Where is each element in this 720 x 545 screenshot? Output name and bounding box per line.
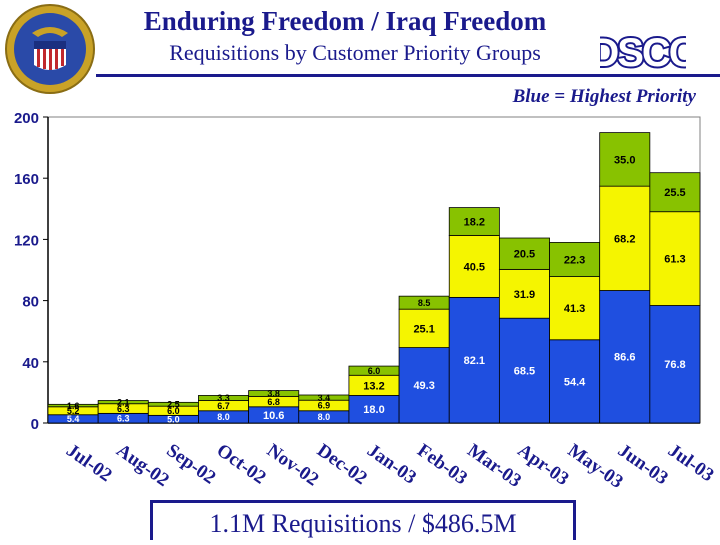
data-label: 82.1: [464, 355, 485, 367]
data-label: 18.2: [464, 216, 485, 228]
data-label: 31.9: [514, 289, 535, 301]
data-label: 10.6: [263, 410, 284, 422]
y-tick-label: 120: [14, 232, 39, 249]
data-label: 5.4: [67, 414, 80, 424]
data-label: 8.5: [418, 298, 431, 308]
data-label: 76.8: [664, 359, 685, 371]
x-tick-label: Nov-02: [263, 440, 323, 491]
x-tick-label: Jul-02: [62, 440, 116, 486]
bar-segment-2: [549, 276, 601, 341]
x-tick-label: May-03: [564, 440, 627, 493]
x-tick-label: Jun-03: [614, 440, 672, 489]
dscc-logo: DSCC: [600, 29, 686, 74]
bar-segment-3: [599, 132, 651, 187]
data-label: 35.0: [614, 154, 635, 166]
bar-segment-1: [599, 290, 651, 424]
y-tick-label: 160: [14, 171, 39, 188]
data-label: 5.0: [167, 414, 180, 424]
data-label: 20.5: [514, 249, 535, 261]
data-label: 3.4: [318, 393, 331, 403]
data-label: 6.7: [217, 401, 230, 411]
data-label: 1.6: [67, 401, 80, 411]
x-tick-label: Feb-03: [413, 440, 471, 489]
bar-segment-3: [649, 172, 701, 213]
legend-note: Blue = Highest Priority: [512, 86, 696, 107]
data-label: 2.1: [117, 397, 130, 407]
bar-segment-3: [549, 242, 601, 277]
data-label: 13.2: [363, 380, 384, 392]
bar-segment-3: [498, 237, 550, 270]
data-label: 6.0: [167, 406, 180, 416]
data-label: 6.3: [117, 404, 130, 414]
x-tick-label: Oct-02: [213, 440, 270, 489]
x-tick-label: Jan-03: [363, 440, 420, 489]
data-label: 22.3: [564, 254, 585, 266]
y-tick-label: 80: [22, 294, 39, 311]
bar-segment-2: [448, 235, 500, 298]
data-label: 3.8: [267, 389, 280, 399]
summary-footer: 1.1M Requisitions / $486.5M: [150, 500, 576, 540]
data-label: 54.4: [564, 376, 586, 388]
data-label: 6.8: [267, 397, 280, 407]
data-label: 18.0: [363, 404, 384, 416]
chart-title: Enduring Freedom / Iraq Freedom: [143, 6, 547, 36]
y-tick-label: 40: [22, 355, 39, 372]
x-tick-label: Aug-02: [112, 440, 172, 491]
x-tick-label: Apr-03: [514, 440, 573, 490]
data-label: 49.3: [413, 380, 434, 392]
bar-segment-1: [649, 305, 701, 424]
bar-segment-2: [398, 308, 450, 348]
data-label: 3.3: [217, 393, 230, 403]
x-tick-label: Dec-02: [313, 440, 371, 489]
bar-segment-1: [398, 347, 450, 424]
bar-segment-2: [498, 268, 550, 319]
data-label: 41.3: [564, 303, 585, 315]
data-label: 6.9: [318, 401, 331, 411]
data-label: 25.5: [664, 187, 685, 199]
data-label: 6.3: [117, 413, 130, 423]
data-label: 6.0: [368, 366, 381, 376]
data-label: 68.5: [514, 366, 535, 378]
bar-segment-1: [498, 317, 550, 424]
x-tick-label: Jul-03: [664, 440, 718, 486]
data-label: 25.1: [413, 323, 434, 335]
data-label: 2.5: [167, 399, 180, 409]
dscc-logo-text: DSCC: [600, 31, 686, 74]
x-tick-label: Mar-03: [463, 440, 525, 492]
data-label: 40.5: [464, 261, 485, 273]
y-tick-label: 200: [14, 110, 39, 127]
bar-segment-1: [448, 296, 500, 424]
data-label: 8.0: [318, 412, 331, 422]
data-label: 5.2: [67, 406, 80, 416]
data-label: 61.3: [664, 254, 685, 266]
y-tick-label: 0: [31, 416, 39, 433]
chart-subtitle: Requisitions by Customer Priority Groups: [169, 40, 541, 65]
header-divider: [96, 74, 720, 77]
x-tick-label: Sep-02: [163, 440, 220, 489]
bar-segment-3: [248, 390, 300, 397]
data-label: 8.0: [217, 412, 230, 422]
data-label: 68.2: [614, 233, 635, 245]
bar-segment-2: [649, 211, 701, 306]
agency-seal: [5, 4, 95, 94]
data-label: 86.6: [614, 352, 635, 364]
bar-segment-3: [448, 207, 500, 236]
